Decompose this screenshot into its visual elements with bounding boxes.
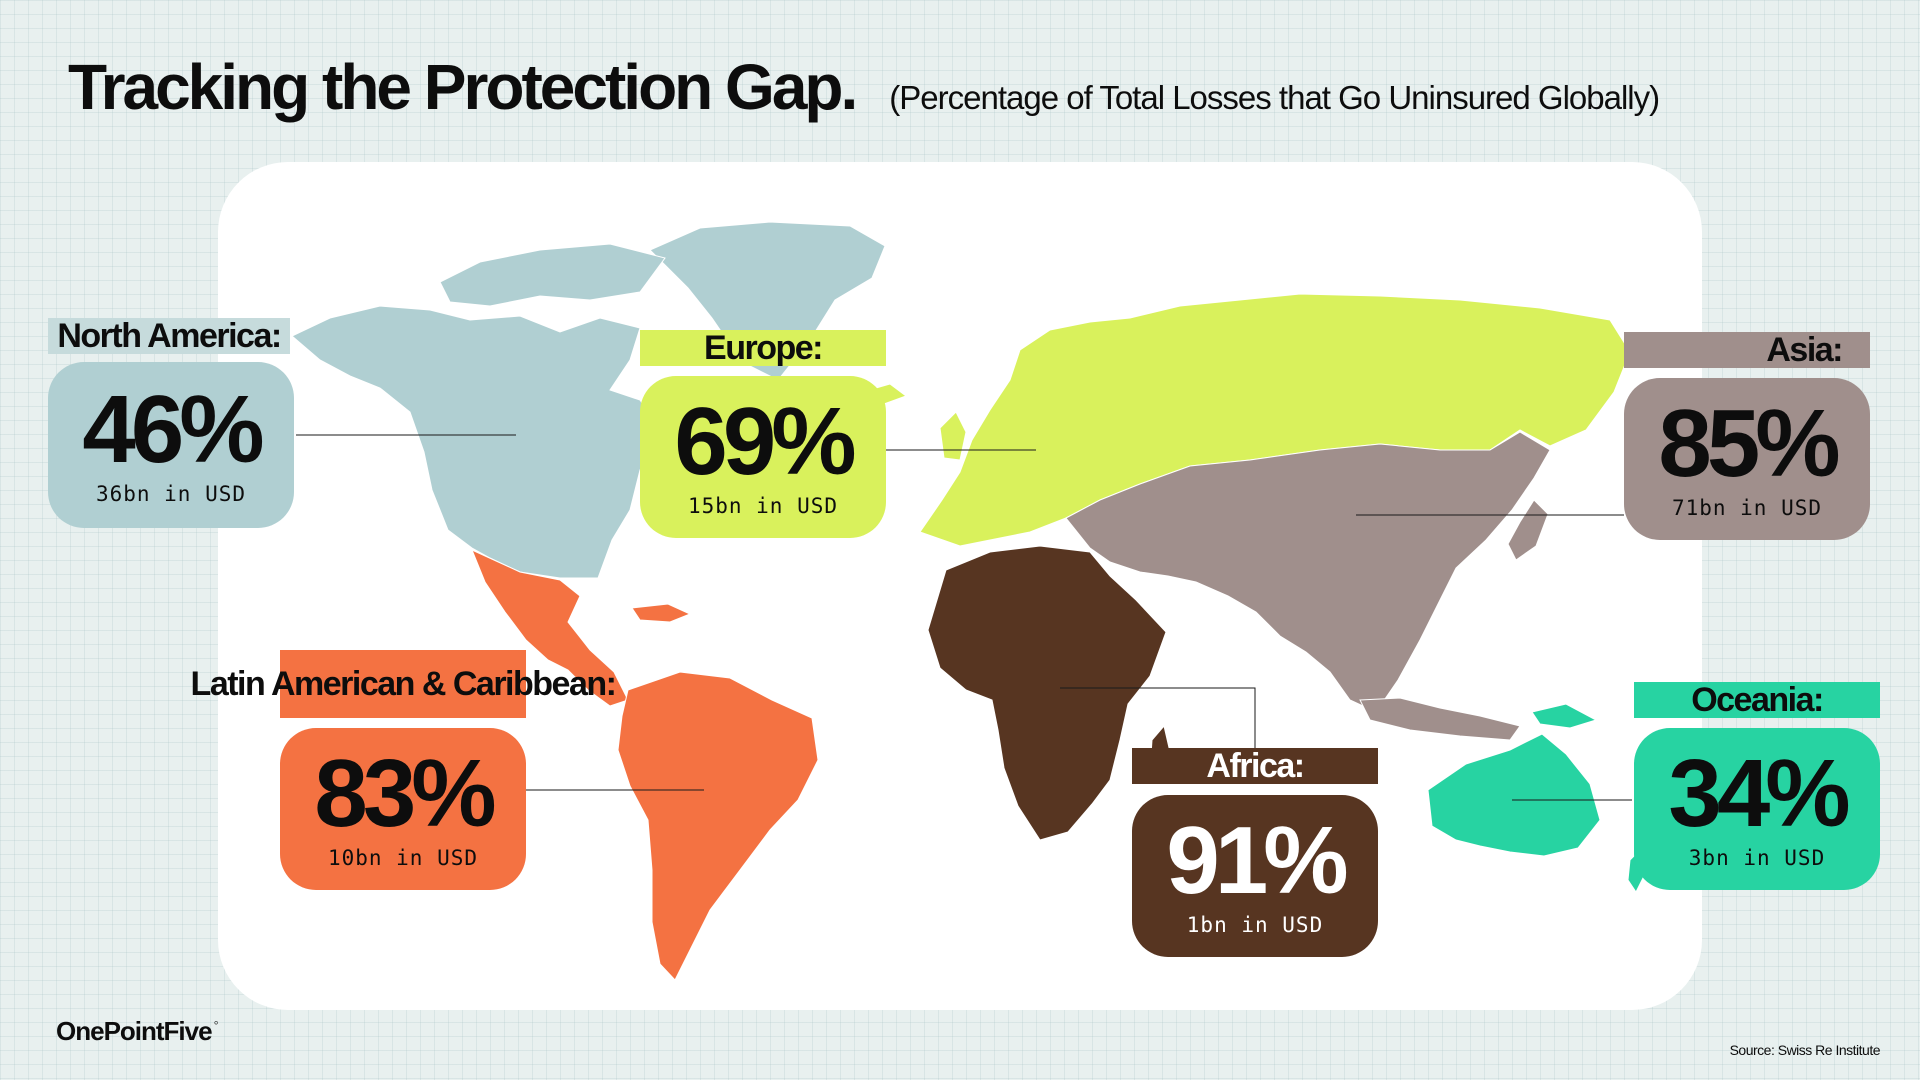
- stat-card-north-america: 46% 36bn in USD: [48, 362, 294, 528]
- region-name: North America:: [57, 316, 282, 355]
- region-label-north-america: North America:: [48, 316, 290, 355]
- percent-value: 34%: [1668, 740, 1850, 847]
- page-title: Tracking the Protection Gap.: [68, 51, 858, 123]
- arctic-islands-shape: [439, 243, 666, 307]
- usd-value: 10bn in USD: [327, 846, 479, 870]
- stat-card-latin-america: 83% 10bn in USD: [280, 728, 526, 890]
- uk-shape: [939, 411, 967, 461]
- usd-value: 3bn in USD: [1688, 846, 1826, 870]
- stat-card-europe: 69% 15bn in USD: [640, 376, 886, 538]
- percent-value: 69%: [674, 388, 856, 495]
- stat-card-oceania: 34% 3bn in USD: [1634, 728, 1880, 890]
- png-shape: [1531, 703, 1598, 729]
- logo-mark-icon: ◦: [213, 1014, 219, 1030]
- region-label-europe: Europe:: [640, 328, 886, 367]
- usd-value: 71bn in USD: [1671, 496, 1823, 520]
- indonesia-shape: [1359, 697, 1521, 741]
- region-label-africa: Africa:: [1132, 746, 1378, 785]
- percent-value: 83%: [314, 740, 496, 847]
- region-name: Europe:: [704, 328, 823, 367]
- region-name: Oceania:: [1691, 680, 1824, 719]
- usd-value: 36bn in USD: [95, 482, 247, 506]
- header: Tracking the Protection Gap. (Percentage…: [68, 50, 1660, 124]
- percent-value: 91%: [1166, 807, 1348, 914]
- page-subtitle: (Percentage of Total Losses that Go Unin…: [889, 79, 1660, 116]
- stat-card-asia: 85% 71bn in USD: [1624, 378, 1870, 540]
- logo-text: OnePointFive: [56, 1016, 213, 1046]
- percent-value: 85%: [1658, 390, 1840, 497]
- south-america-shape: [617, 671, 819, 981]
- australia-shape: [1427, 733, 1601, 857]
- region-name: Africa:: [1206, 746, 1305, 785]
- central-america-shape: [471, 549, 629, 707]
- region-name: Asia:: [1766, 330, 1843, 369]
- africa-shape: [927, 545, 1167, 841]
- region-label-oceania: Oceania:: [1634, 680, 1880, 719]
- leader-africa: [1060, 687, 1256, 750]
- north-america-shape: [291, 305, 661, 579]
- region-label-latin-america: Latin American & Caribbean:: [191, 650, 617, 718]
- caribbean-shape: [631, 603, 692, 623]
- japan-shape: [1507, 499, 1549, 561]
- asia-shape: [1065, 431, 1551, 713]
- brand-logo: OnePointFive ◦: [56, 1014, 219, 1047]
- source-note: Source: Swiss Re Institute: [1729, 1042, 1881, 1058]
- region-label-asia: Asia:: [1624, 330, 1870, 369]
- usd-value: 1bn in USD: [1186, 913, 1324, 937]
- region-name: Latin American & Caribbean:: [190, 665, 617, 703]
- greenland-shape: [649, 221, 886, 381]
- stat-card-africa: 91% 1bn in USD: [1132, 795, 1378, 957]
- percent-value: 46%: [82, 376, 264, 483]
- usd-value: 15bn in USD: [687, 494, 839, 518]
